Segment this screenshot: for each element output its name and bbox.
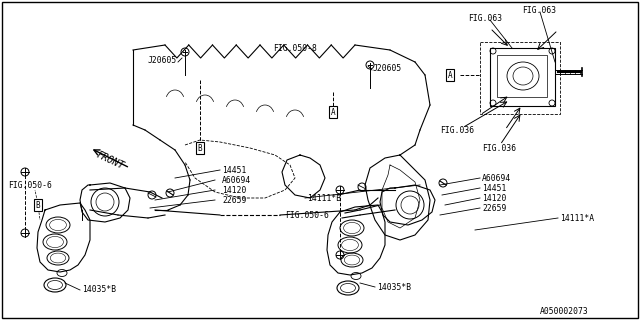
Text: A050002073: A050002073	[540, 308, 589, 316]
Text: J20605: J20605	[373, 63, 403, 73]
Text: B: B	[36, 201, 40, 210]
Text: 14111*B: 14111*B	[307, 194, 341, 203]
Text: J20605: J20605	[148, 55, 177, 65]
Text: B: B	[198, 143, 202, 153]
Text: 14120: 14120	[482, 194, 506, 203]
Text: A60694: A60694	[222, 175, 252, 185]
Text: 14035*B: 14035*B	[377, 283, 411, 292]
Bar	[480, 42, 560, 114]
Text: 22659: 22659	[222, 196, 246, 204]
Text: A60694: A60694	[482, 173, 511, 182]
Text: A: A	[331, 108, 335, 116]
Text: 22659: 22659	[482, 204, 506, 212]
Text: FRONT: FRONT	[95, 149, 126, 171]
Text: FIG.050-6: FIG.050-6	[285, 211, 329, 220]
Text: FIG.050-6: FIG.050-6	[8, 180, 52, 189]
Text: FIG.036: FIG.036	[440, 125, 474, 134]
Text: FIG.063: FIG.063	[522, 5, 556, 14]
Text: 14111*A: 14111*A	[560, 213, 594, 222]
Text: A: A	[448, 70, 452, 79]
Text: 14120: 14120	[222, 186, 246, 195]
Bar	[497, 55, 547, 97]
Text: FIG.050-8: FIG.050-8	[273, 44, 317, 52]
Text: FIG.036: FIG.036	[482, 143, 516, 153]
Text: 14035*B: 14035*B	[82, 285, 116, 294]
Text: FIG.063: FIG.063	[468, 13, 502, 22]
Text: 14451: 14451	[482, 183, 506, 193]
Text: 14451: 14451	[222, 165, 246, 174]
Bar	[490, 48, 555, 106]
